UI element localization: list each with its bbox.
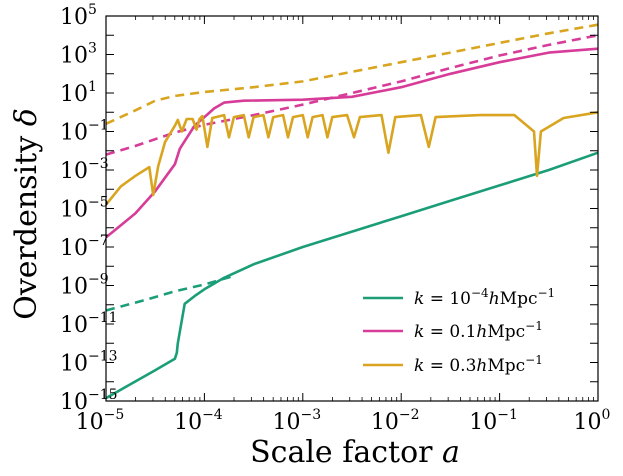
series-1-solid-line	[105, 47, 599, 239]
x-tick-label: 10−1	[469, 407, 518, 435]
series-2-solid-line	[104, 111, 599, 206]
series-layer	[104, 23, 599, 400]
y-axis-title: Overdensity δ	[9, 108, 44, 320]
legend: k = 10−4hMpc−1 k = 0.1hMpc−1 k = 0.3hMpc…	[363, 286, 555, 376]
y-tick-label: 10−5	[60, 195, 109, 223]
legend-label-0: k = 10−4hMpc−1	[414, 286, 555, 309]
series-0-dashed-line	[105, 274, 235, 312]
y-tick-label: 105	[60, 2, 97, 30]
y-tick-label: 10−11	[60, 310, 118, 338]
legend-label-2: k = 0.3hMpc−1	[414, 353, 543, 376]
series-2-dashed-line	[105, 23, 599, 125]
legend-entry-2: k = 0.3hMpc−1	[363, 353, 543, 376]
legend-label-1: k = 0.1hMpc−1	[414, 319, 543, 342]
x-axis-title: Scale factor a	[250, 435, 460, 470]
y-tick-label: 10−9	[60, 272, 109, 300]
x-tick-label: 10−5	[76, 407, 125, 435]
x-tick-label: 10−2	[371, 407, 420, 435]
legend-entry-0: k = 10−4hMpc−1	[363, 286, 555, 309]
y-tick-label: 10−3	[60, 156, 109, 184]
y-tick-label: 10−7	[60, 233, 109, 261]
y-tick-label: 103	[60, 41, 97, 69]
y-tick-label: 10−1	[60, 118, 109, 146]
labels-layer: 10−5 10−4 10−3 10−2 10−1 100 10−15 10−13 10−11 10…	[60, 2, 610, 435]
series-1-dashed-line	[105, 34, 599, 156]
x-tick-label: 10−4	[174, 407, 223, 435]
ticks-layer	[105, 15, 599, 402]
x-tick-label: 10−3	[272, 407, 321, 435]
y-tick-label: 10−15	[60, 387, 118, 415]
legend-entry-1: k = 0.1hMpc−1	[363, 319, 543, 342]
y-tick-label: 101	[60, 79, 97, 107]
x-tick-label: 100	[574, 407, 611, 435]
series-0-solid-line	[105, 151, 599, 400]
y-tick-label: 10−13	[60, 349, 118, 377]
plot-frame	[105, 15, 599, 402]
